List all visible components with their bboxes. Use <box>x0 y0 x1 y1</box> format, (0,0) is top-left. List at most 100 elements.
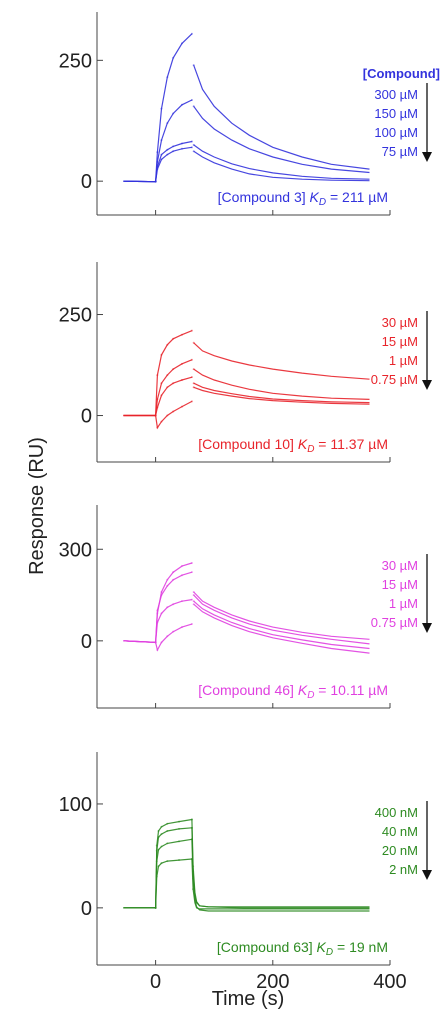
data-point <box>160 107 163 110</box>
data-point <box>156 398 159 401</box>
kd-symbol: K <box>317 939 327 955</box>
concentration-label: 400 nM <box>375 805 418 820</box>
data-point <box>172 150 175 153</box>
series-line <box>193 603 370 654</box>
data-point <box>192 105 195 108</box>
data-point <box>180 626 183 629</box>
data-point <box>180 362 183 365</box>
data-point <box>192 382 195 385</box>
kd-compound: [Compound 3] <box>218 189 310 205</box>
data-point <box>190 146 193 149</box>
series-line <box>123 858 192 909</box>
kd-value: = 211 µM <box>326 189 388 205</box>
kd-symbol: K <box>298 682 308 698</box>
data-point <box>190 329 193 332</box>
data-point <box>192 603 195 606</box>
data-point <box>160 612 163 615</box>
data-point <box>190 140 193 143</box>
data-point <box>155 875 158 878</box>
data-point <box>192 386 195 389</box>
kd-label: [Compound 10] KD = 11.37 µM <box>198 436 388 455</box>
concentration-label: 1 µM <box>389 353 418 368</box>
kd-value: = 11.37 µM <box>314 436 388 452</box>
data-point <box>166 822 169 825</box>
data-point <box>172 112 175 115</box>
series-line <box>123 599 192 644</box>
data-point <box>172 571 175 574</box>
data-point <box>172 603 175 606</box>
data-point <box>190 826 193 829</box>
data-point <box>166 122 169 125</box>
panel-2: 0 250 30 µM 15 µM 1 µM 0.75 µM [Compound 10] K… <box>59 262 432 463</box>
data-point <box>166 153 169 156</box>
data-point <box>157 865 160 868</box>
kd-compound: [Compound 46] <box>198 682 298 698</box>
data-point <box>166 578 169 581</box>
data-point <box>160 420 163 423</box>
data-point <box>154 641 157 644</box>
data-point <box>166 842 169 845</box>
legend-header: [Compound] <box>363 66 440 81</box>
y-tick-label: 100 <box>59 794 92 816</box>
data-point <box>190 818 193 821</box>
data-point <box>180 600 183 603</box>
data-point <box>156 621 159 624</box>
kd-value: = 10.11 µM <box>314 682 388 698</box>
kd-subscript: D <box>319 197 326 208</box>
data-point <box>160 591 163 593</box>
data-point <box>172 368 175 371</box>
data-point <box>178 840 181 843</box>
data-point <box>166 386 169 389</box>
data-point <box>166 829 169 832</box>
data-point <box>180 142 183 145</box>
data-point <box>156 406 159 409</box>
data-point <box>160 825 163 828</box>
data-point <box>154 414 157 417</box>
data-point <box>157 836 160 839</box>
data-point <box>192 143 195 146</box>
data-point <box>180 103 183 106</box>
concentration-label: 30 µM <box>382 315 418 330</box>
y-tick-label: 300 <box>59 539 92 561</box>
data-point <box>172 56 175 59</box>
data-point <box>160 862 163 865</box>
series-line <box>193 368 370 400</box>
data-point <box>192 150 195 153</box>
data-point <box>172 630 175 633</box>
data-point <box>190 598 193 601</box>
series-line <box>191 858 370 910</box>
x-tick-label: 0 <box>150 971 161 993</box>
kd-value: = 19 nM <box>333 939 388 955</box>
data-point <box>180 565 183 568</box>
data-point <box>160 139 163 142</box>
concentration-label: 0.75 µM <box>371 372 418 387</box>
concentration-label: 100 µM <box>374 125 418 140</box>
kd-compound: [Compound 63] <box>217 939 317 955</box>
series-line <box>193 342 370 380</box>
panel-1: 0 250 [Compound] 300 µM 150 µM 100 µM 75 µM [Co… <box>59 12 440 216</box>
data-point <box>160 833 163 836</box>
data-point <box>192 594 195 597</box>
data-point <box>156 160 159 163</box>
data-point <box>155 860 158 863</box>
kd-symbol: K <box>310 189 320 205</box>
series-line <box>191 839 370 912</box>
data-point <box>154 906 157 909</box>
data-point <box>166 76 169 79</box>
x-tick-label: 400 <box>373 971 406 993</box>
kd-subscript: D <box>307 690 314 701</box>
arrow-head <box>422 870 432 880</box>
arrow-head <box>422 152 432 162</box>
series-line <box>193 150 370 182</box>
y-tick-label: 250 <box>59 305 92 327</box>
arrow-head <box>422 380 432 390</box>
data-point <box>180 42 183 45</box>
kd-label: [Compound 46] KD = 10.11 µM <box>198 682 388 701</box>
data-point <box>157 848 160 851</box>
kd-subscript: D <box>326 947 333 958</box>
data-point <box>155 849 158 852</box>
series-line <box>123 571 193 644</box>
y-tick-label: 0 <box>81 631 92 653</box>
data-point <box>180 574 183 577</box>
